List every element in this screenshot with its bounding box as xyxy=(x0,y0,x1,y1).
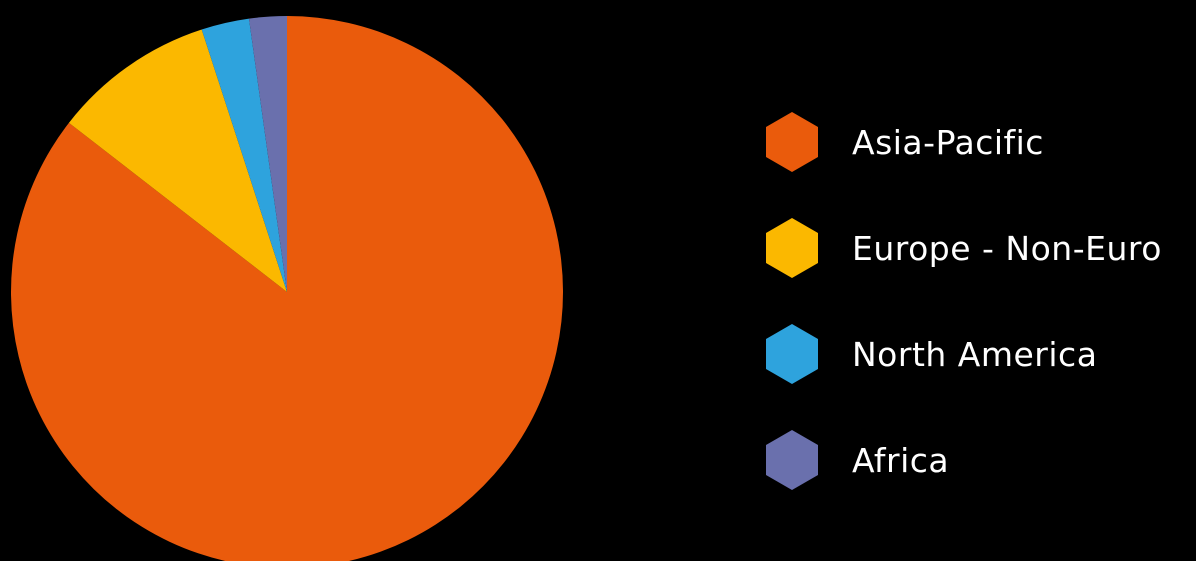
pie-slice-asia-pacific xyxy=(11,16,563,561)
legend-item-north-america: North America xyxy=(760,322,1190,386)
legend-hexagon-icon xyxy=(766,112,818,172)
legend-hexagon-icon xyxy=(766,430,818,490)
pie-slice-north-america xyxy=(201,18,287,292)
legend-item-europe-non-euro: Europe - Non-Euro xyxy=(760,216,1190,280)
legend-item-asia-pacific: Asia-Pacific xyxy=(760,110,1190,174)
legend-label: Asia-Pacific xyxy=(852,122,1044,162)
pie-chart xyxy=(11,15,563,561)
legend-label: North America xyxy=(852,334,1098,374)
legend-label: Africa xyxy=(852,440,950,480)
legend-hexagon-icon xyxy=(766,218,818,278)
pie-slice-europe-non-euro xyxy=(68,29,287,292)
legend-hexagon-icon xyxy=(766,324,818,384)
pie-slice-africa xyxy=(248,15,287,292)
legend-item-africa: Africa xyxy=(760,428,1190,492)
legend-label: Europe - Non-Euro xyxy=(852,228,1162,268)
legend: Asia-Pacific Europe - Non-Euro North Ame… xyxy=(760,110,1190,534)
